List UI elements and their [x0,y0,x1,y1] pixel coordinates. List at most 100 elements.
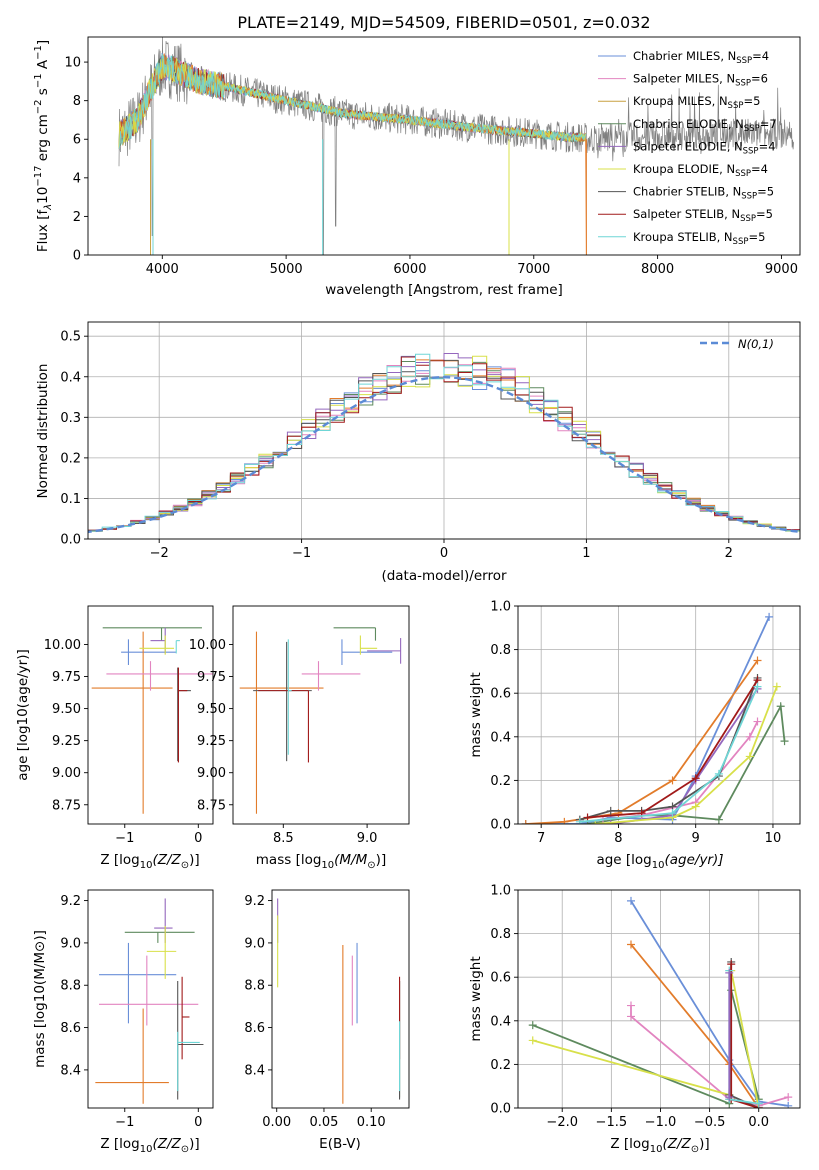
legend-entry: Kroupa MILES, NSSP=5 [633,94,760,111]
y-axis-label: Normed distribution [35,364,51,499]
legend-entry-sub: SSP [743,146,759,156]
x-axis-label-part: mass [log [256,852,322,868]
x-tick-label: −2 [150,546,169,561]
plot-area-mass-vs-Z [95,898,204,1104]
plot-area-weight-vs-age [521,612,789,824]
axes-frame [87,605,214,825]
y-tick-label: 10.00 [44,638,81,653]
x-tick-label: 0.05 [309,1115,338,1130]
y-axis-label-part: −17 [33,166,44,187]
x-tick-label: 7000 [517,262,550,277]
y-axis-label: Flux [fλ10−17 erg cm−2 s−1 A−1] [33,40,54,252]
x-tick-label: 0 [194,1115,202,1130]
x-axis-label-part: (age/yr)] [664,852,723,868]
y-tick-label: 8.4 [60,1063,81,1078]
x-axis-label-part: (M/M [334,852,367,868]
y-tick-label: 0.0 [490,818,511,833]
y-tick-label: 0.0 [490,1102,511,1117]
y-tick-label: 8.6 [60,1021,81,1036]
y-tick-label: 0.0 [60,533,81,548]
x-axis-label-sub: ⊙ [181,860,189,871]
y-axis-label: age [log10(age/yr)] [15,649,31,781]
y-tick-label: 9.75 [52,670,81,685]
x-tick-label: 10 [765,831,782,846]
x-tick-label: 5000 [270,262,303,277]
y-axis-label-part: −1 [33,73,44,88]
mass-weight-marker [725,968,734,977]
normal-curve-line [88,375,800,534]
y-tick-label: 0 [73,249,81,264]
x-tick-label: 0.10 [357,1115,386,1130]
x-tick-label: 8000 [641,262,674,277]
y-tick-label: 0.2 [490,774,511,789]
legend-entry-name: Chabrier ELODIE, N [633,117,744,131]
plot-area-spectrum [118,37,794,255]
x-tick-label: 6000 [393,262,426,277]
mass-weight-marker [606,806,615,815]
x-axis-label-part: Z [log [610,1136,649,1152]
mass-weight-marker [691,802,700,811]
y-axis-label-part: ] [35,40,51,45]
mass-weight-marker [668,776,677,785]
mass-weight-marker [626,1012,635,1021]
x-tick-label: −1.5 [596,1115,628,1130]
legend-entry-eq: =5 [757,185,774,199]
legend-entry-name: Salpeter ELODIE, N [633,139,743,153]
legend-entry-sub: SSP [735,79,751,89]
y-tick-label: 8 [73,94,81,109]
x-axis-label-part: )] [699,1136,710,1152]
legend-entry-eq: =5 [748,230,765,244]
panel-spectrum: 4000 5000 6000 7000 8000 9000 0 2 4 6 8 10 PLATE=214… [33,13,801,298]
model-spectrum-line [118,53,586,149]
plot-area-residuals [88,353,800,534]
y-tick-label: 0.1 [60,492,81,507]
x-tick-label: 0 [440,546,448,561]
x-tick-label: −1.0 [645,1115,677,1130]
mass-weight-marker [776,702,785,711]
y-axis-label-part: A [35,59,51,73]
mass-weight-marker [727,960,736,969]
legend-entry-eq: =4 [751,162,768,176]
y-tick-label: 9.0 [244,936,265,951]
mass-weight-marker [626,1001,635,1010]
panel-age-vs-Z: −1 0 8.75 9.00 9.25 9.50 9.75 10.00 Z [log10(Z/Z… [15,605,214,871]
y-tick-label: 0.4 [490,1014,511,1029]
y-axis-label-part: λ [43,204,54,211]
x-axis-label: E(B-V) [319,1136,361,1152]
x-axis-label: Z [log10(Z/Z⊙)] [610,1136,709,1155]
y-tick-label: 10 [64,56,81,71]
y-tick-label: 1.0 [490,600,511,615]
y-axis-label: mass [log10(M/M⊙)] [32,930,48,1068]
legend-entry: N(0,1) [738,337,774,351]
axes-frame [271,889,410,1109]
y-tick-label: 0.3 [60,411,81,426]
x-tick-label: 9.0 [357,831,378,846]
y-tick-label: 0.8 [490,927,511,942]
legend-entry-sub: SSP [733,237,749,247]
mass-weight-line [532,990,760,1105]
legend-entry: Salpeter MILES, NSSP=6 [633,72,768,89]
y-tick-label: 0.6 [490,971,511,986]
mass-weight-marker [626,896,635,905]
x-axis-label-sub: 10 [321,860,334,871]
mass-weight-line [525,659,759,824]
x-axis-label-part: age [log [596,852,651,868]
legend-entry-name: Kroupa ELODIE, N [633,162,735,176]
legend-entry-sub: SSP [740,214,756,224]
axes-frame [517,605,801,825]
mass-weight-marker [606,820,615,824]
y-tick-label: 0.5 [60,330,81,345]
y-axis-label: mass weight [468,672,484,757]
legend-entry-sub: SSP [736,56,752,66]
chart-title: PLATE=2149, MJD=54509, FIBERID=0501, z=0… [237,13,650,32]
y-tick-label: 8.8 [60,979,81,994]
y-tick-label: 9.25 [52,734,81,749]
legend-entry-eq: =5 [743,94,760,108]
y-tick-label: 9.50 [52,702,81,717]
x-axis-label-sub: ⊙ [367,860,375,871]
x-axis-label-part: Z [log [100,852,139,868]
y-tick-label: 8.4 [244,1063,265,1078]
mass-weight-marker [754,1099,763,1108]
y-tick-label: 9.2 [244,894,265,909]
